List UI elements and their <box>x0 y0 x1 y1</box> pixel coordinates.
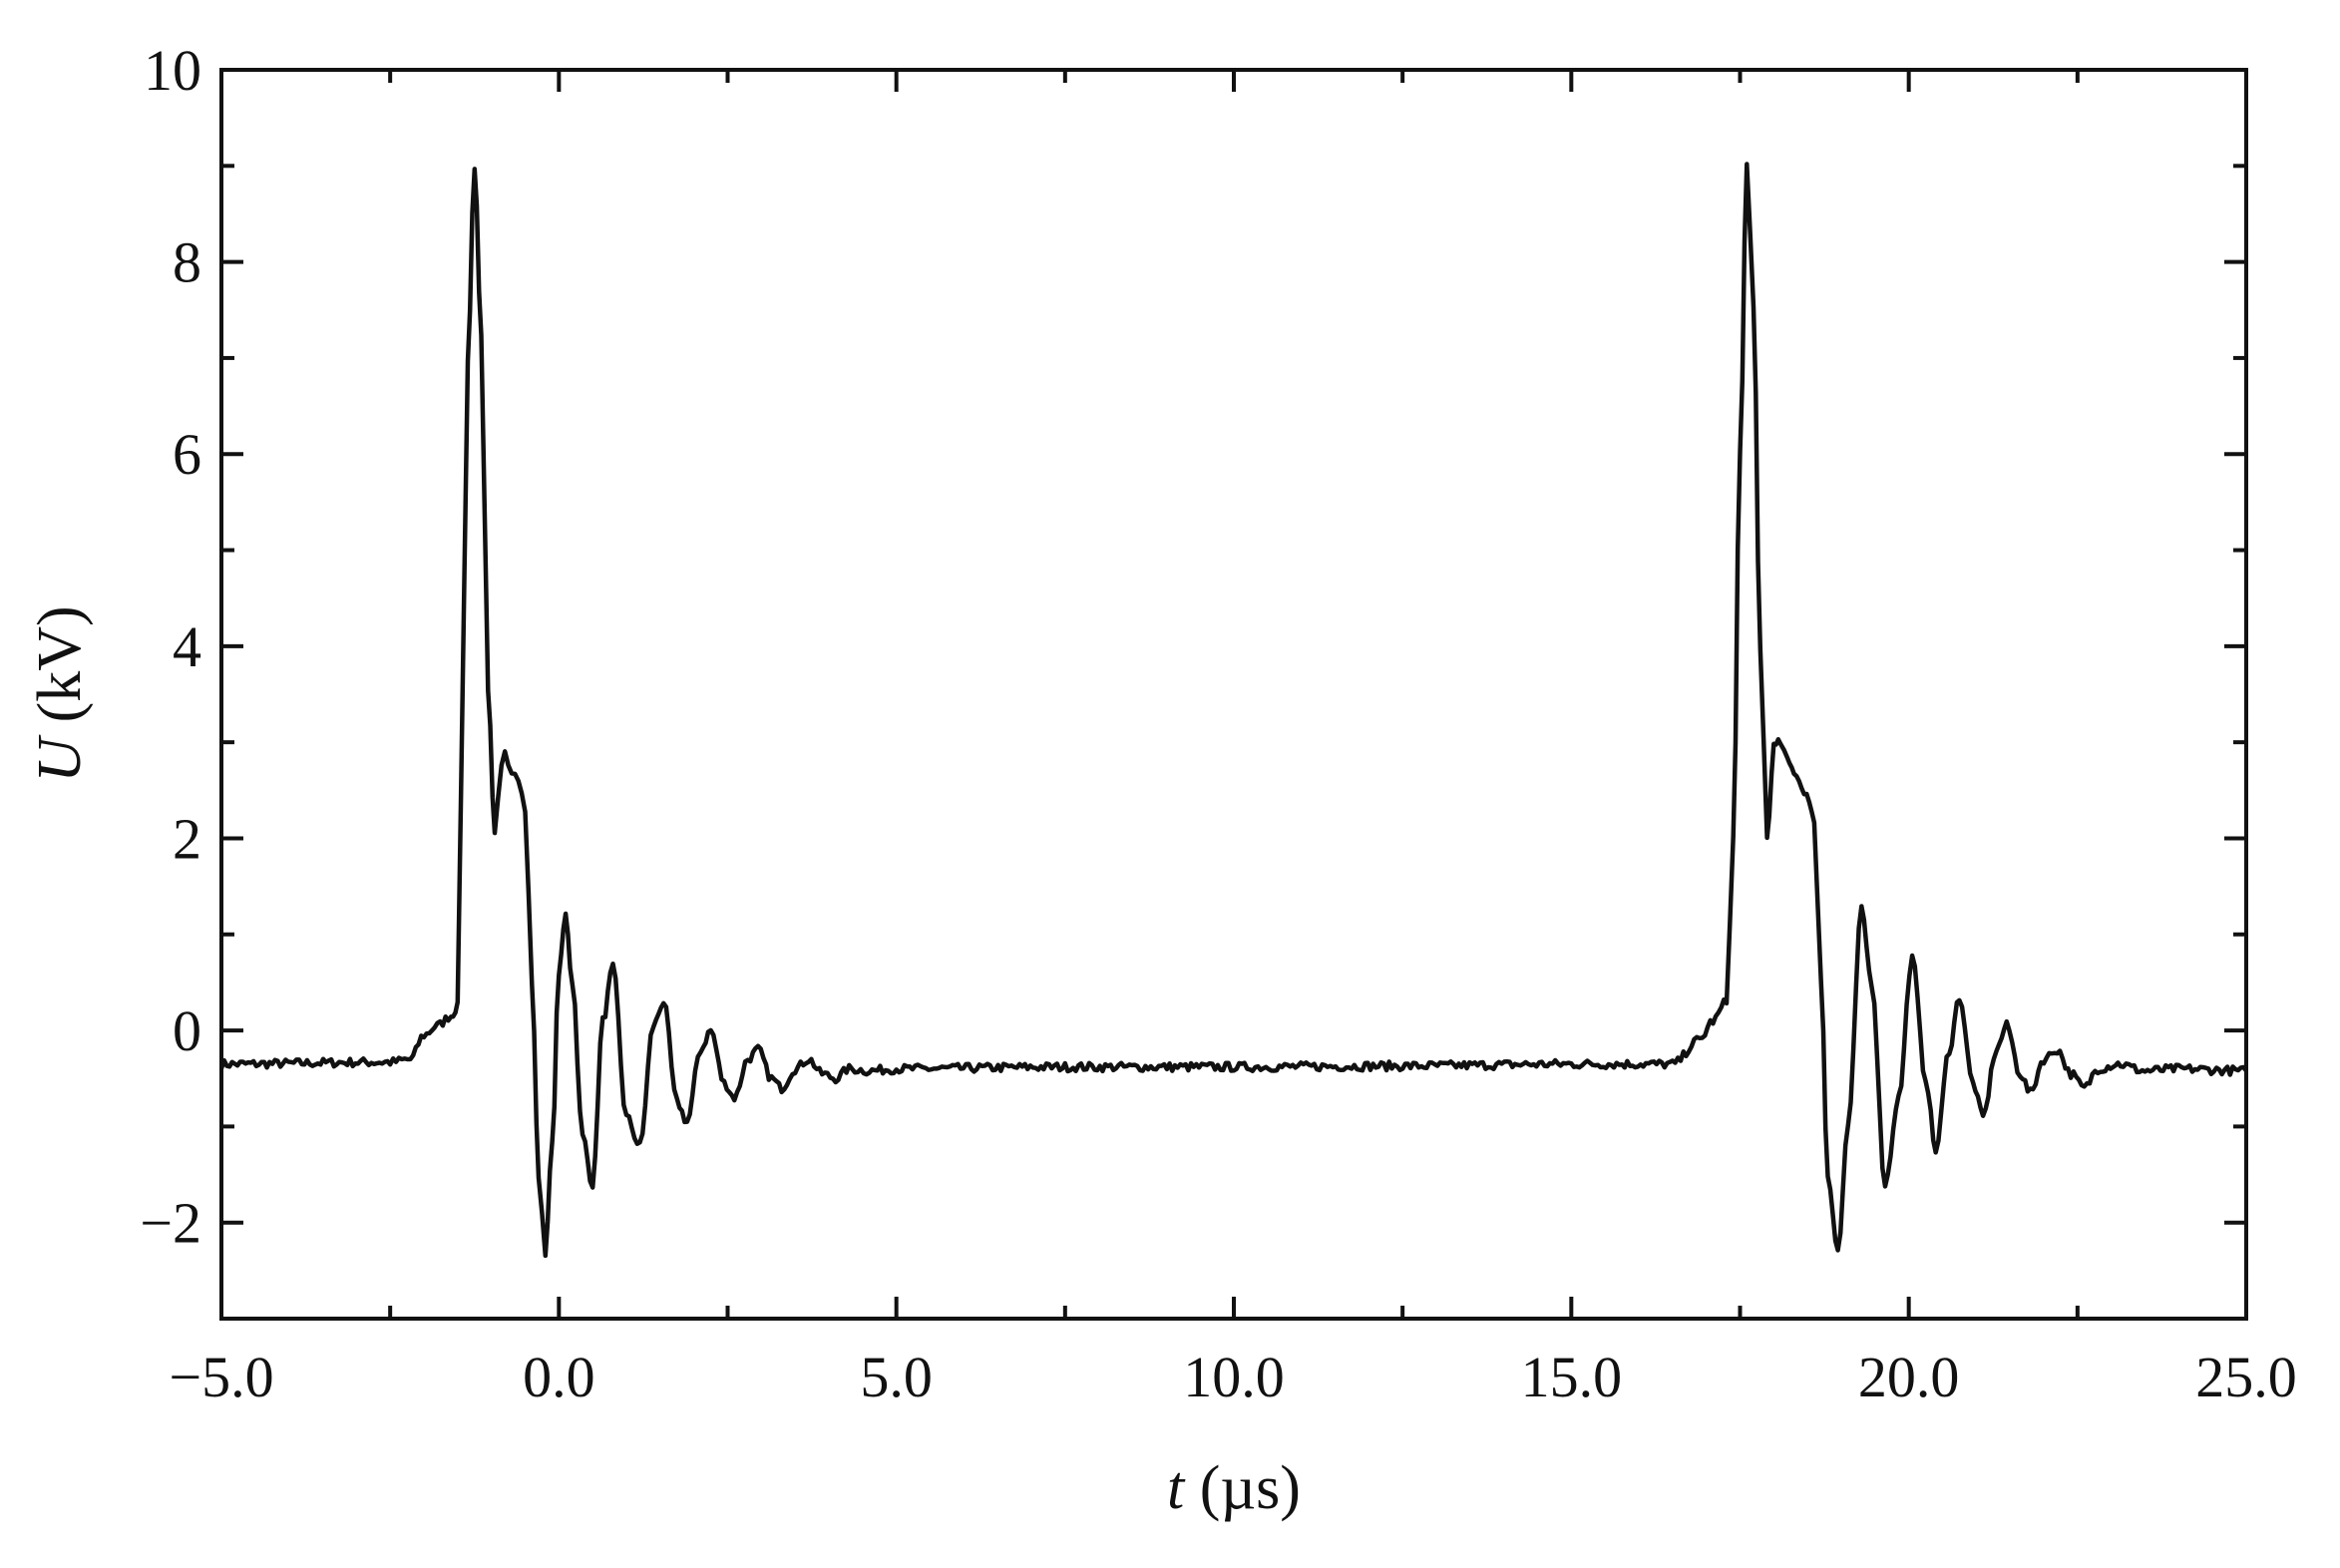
x-tick-label: 15.0 <box>1521 1345 1623 1409</box>
x-tick-label: 0.0 <box>523 1345 595 1409</box>
y-tick-label: 4 <box>173 614 201 679</box>
x-tick-labels: −5.0 0.0 5.0 10.0 15.0 20.0 25.0 <box>169 1345 2296 1409</box>
y-tick-label: 2 <box>173 806 201 871</box>
voltage-trace <box>218 162 2248 1259</box>
y-axis-title: U (kV) <box>26 605 94 782</box>
x-axis-title: t (µs) <box>1167 1454 1301 1522</box>
y-tick-labels: −2 0 2 4 6 8 10 <box>140 38 201 1256</box>
x-tick-label: 10.0 <box>1183 1345 1285 1409</box>
y-tick-label: 8 <box>173 230 201 295</box>
y-tick-label: 6 <box>173 422 201 487</box>
y-tick-label: 0 <box>173 998 201 1063</box>
plot-frame <box>219 68 2248 1321</box>
x-tick-label: 20.0 <box>1858 1345 1960 1409</box>
x-tick-label: 5.0 <box>860 1345 933 1409</box>
y-tick-label: 10 <box>144 38 201 103</box>
x-tick-label: 25.0 <box>2195 1345 2297 1409</box>
x-tick-label: −5.0 <box>169 1345 273 1409</box>
axis-ticks <box>219 68 2248 1321</box>
y-tick-label: −2 <box>140 1191 201 1256</box>
